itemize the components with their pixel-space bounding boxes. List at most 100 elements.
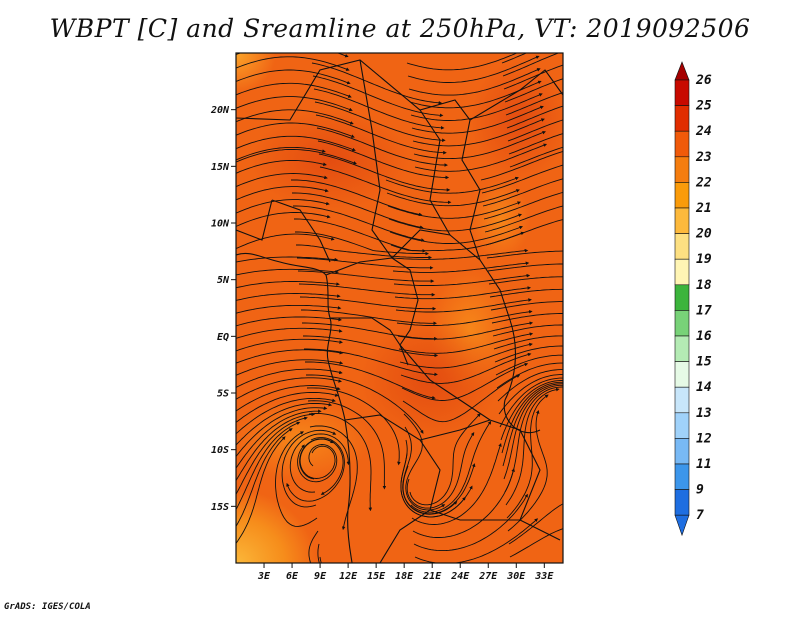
streamline — [483, 191, 563, 220]
streamline — [395, 298, 532, 313]
streamline — [495, 354, 563, 376]
streamline — [413, 493, 528, 552]
streamline — [506, 105, 563, 129]
streamline — [500, 380, 563, 441]
colorbar-box — [674, 79, 690, 106]
streamline — [291, 179, 423, 217]
streamline — [503, 64, 563, 90]
streamline — [236, 421, 301, 511]
streamline — [236, 160, 327, 174]
lat-tick-label: 20N — [210, 105, 230, 116]
streamline — [308, 413, 373, 512]
streamline — [314, 101, 446, 143]
lon-tick-label: 9E — [314, 571, 327, 582]
streamline — [292, 192, 424, 229]
streamline — [236, 109, 354, 125]
streamline — [400, 352, 532, 384]
streamline — [296, 244, 432, 260]
streamline — [236, 391, 339, 424]
streamline — [316, 127, 448, 167]
streamline — [401, 362, 529, 401]
streamline — [506, 394, 549, 519]
colorbar-label: 19 — [696, 252, 712, 267]
colorbar-box — [674, 386, 690, 414]
streamline — [508, 503, 563, 545]
streamline — [402, 463, 476, 515]
lat-tick-label: EQ — [217, 332, 229, 343]
streamline — [236, 402, 333, 446]
streamline — [411, 105, 544, 134]
colorbar-box — [674, 284, 690, 311]
streamline — [299, 296, 437, 311]
lat-tick-label: 10N — [211, 219, 230, 230]
streamline — [236, 69, 351, 85]
streamline — [392, 261, 530, 273]
streamline — [410, 93, 543, 121]
streamline — [236, 397, 336, 435]
colorbar-label: 21 — [695, 201, 712, 216]
streamline — [406, 431, 475, 509]
colorbar-label: 14 — [696, 380, 712, 395]
lat-tick-label: 15S — [211, 502, 229, 513]
streamline — [236, 96, 353, 112]
streamline — [505, 92, 563, 116]
lon-tick-label: 15E — [367, 571, 386, 582]
colorbar-label: 13 — [696, 406, 712, 421]
country-boundaries — [236, 59, 563, 563]
colorbar-box — [674, 463, 690, 490]
streamline — [236, 316, 342, 327]
lon-tick-label: 27E — [478, 571, 498, 582]
colorbar-box — [674, 105, 690, 132]
streamline — [501, 53, 528, 64]
shaded-field — [236, 53, 563, 563]
streamline — [412, 118, 545, 147]
streamline — [236, 256, 339, 263]
streamline — [307, 400, 387, 490]
streamline — [485, 219, 563, 246]
streamline — [317, 140, 450, 180]
streamline — [501, 381, 563, 454]
streamline — [386, 189, 520, 207]
colorbar-box — [674, 489, 690, 516]
colorbar-label: 22 — [695, 175, 712, 190]
streamline — [236, 233, 335, 250]
streamline — [309, 425, 358, 531]
map-title: WBPT [C] and Sreamline at 250hPa, VT: 20… — [49, 14, 751, 43]
streamline — [236, 149, 357, 165]
colorbar-box — [674, 156, 690, 183]
streamline — [304, 348, 438, 377]
streamline — [385, 176, 519, 194]
streamline — [275, 431, 318, 527]
streamline — [236, 412, 316, 482]
streamline — [397, 321, 534, 340]
colorbar-bottom-arrow — [674, 514, 690, 537]
streamline — [488, 276, 563, 285]
colorbar-box — [674, 335, 690, 362]
streamline — [236, 186, 329, 201]
lon-tick-label: 3E — [257, 571, 271, 582]
streamline — [297, 444, 338, 483]
streamline — [236, 349, 344, 364]
streamline — [295, 231, 429, 256]
streamline — [236, 212, 331, 227]
streamline — [481, 164, 563, 194]
colorbar-label: 9 — [696, 483, 704, 498]
streamline — [484, 205, 563, 233]
streamline — [305, 361, 436, 400]
streamline — [499, 377, 563, 428]
lat-tick-label: 15N — [211, 162, 230, 173]
streamline — [503, 384, 563, 480]
streamline — [293, 205, 425, 242]
streamline — [400, 452, 473, 518]
streamlines — [236, 53, 563, 563]
streamline — [496, 362, 563, 389]
streamline — [303, 335, 439, 358]
streamline — [493, 335, 563, 350]
streamline — [319, 166, 452, 205]
colorbar-label: 11 — [696, 457, 712, 472]
colorbar-label: 20 — [695, 227, 712, 242]
streamline — [236, 293, 341, 301]
streamline — [236, 377, 342, 400]
streamline — [487, 263, 563, 272]
streamline — [236, 53, 349, 58]
